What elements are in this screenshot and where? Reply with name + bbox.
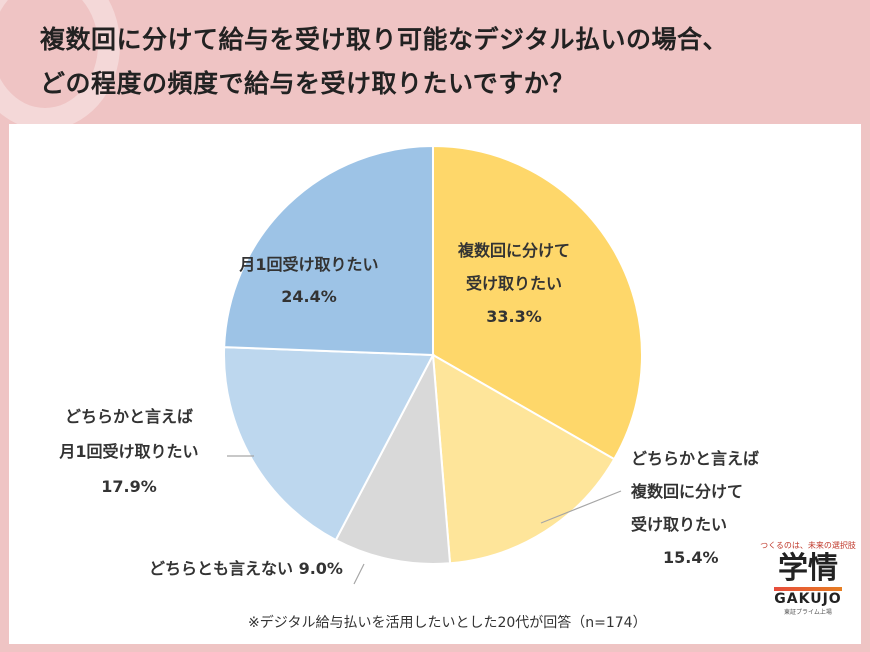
title-line-2: どの程度の頻度で給与を受け取りたいですか？ xyxy=(40,69,575,98)
slice-value-4: 24.4% xyxy=(281,287,337,306)
logo-bar xyxy=(774,587,842,591)
logo-mark: 学情 xyxy=(778,551,838,586)
page-title: 複数回に分けて給与を受け取り可能なデジタル払いの場合、 どの程度の頻度で給与を受… xyxy=(40,18,860,106)
slice-value-3: 17.9% xyxy=(101,477,157,496)
slice-label-0: 複数回に分けて受け取りたい 33.3% xyxy=(457,241,570,326)
logo-sub: 東証プライム上場 xyxy=(784,609,832,616)
title-line-1: 複数回に分けて給与を受け取り可能なデジタル払いの場合、 xyxy=(40,25,729,54)
slice-label-3: どちらかと言えば月1回受け取りたい 17.9% xyxy=(58,407,198,496)
leader-line-2 xyxy=(353,563,365,585)
pie-chart: 複数回に分けて受け取りたい 33.3% どちらかと言えば複数回に分けて受け取りたい 1… xyxy=(58,144,759,585)
survey-note: ※デジタル給与払いを活用したいとした20代が回答（n=174） xyxy=(248,615,647,631)
slice-label-1: どちらかと言えば複数回に分けて受け取りたい 15.4% xyxy=(630,449,759,567)
pie-slice-0 xyxy=(432,144,643,461)
logo-en: GAKUJO xyxy=(774,591,842,607)
slice-label-2: どちらとも言えない 9.0% xyxy=(149,559,343,578)
logo-tagline: つくるのは、未来の選択肢 xyxy=(760,541,856,550)
pie-slice-3 xyxy=(223,346,435,542)
gakujo-logo: つくるのは、未来の選択肢 学情 GAKUJO 東証プライム上場 xyxy=(758,540,858,616)
slice-label-4: 月1回受け取りたい 24.4% xyxy=(238,255,378,306)
chart-panel: 複数回に分けて受け取りたい 33.3% どちらかと言えば複数回に分けて受け取りたい 1… xyxy=(9,124,861,644)
slice-value-0: 33.3% xyxy=(486,307,542,326)
slice-value-1: 15.4% xyxy=(663,548,719,567)
pie-slice-4 xyxy=(223,144,434,357)
leader-line-1 xyxy=(540,490,622,524)
pie-slice-2 xyxy=(334,351,452,565)
